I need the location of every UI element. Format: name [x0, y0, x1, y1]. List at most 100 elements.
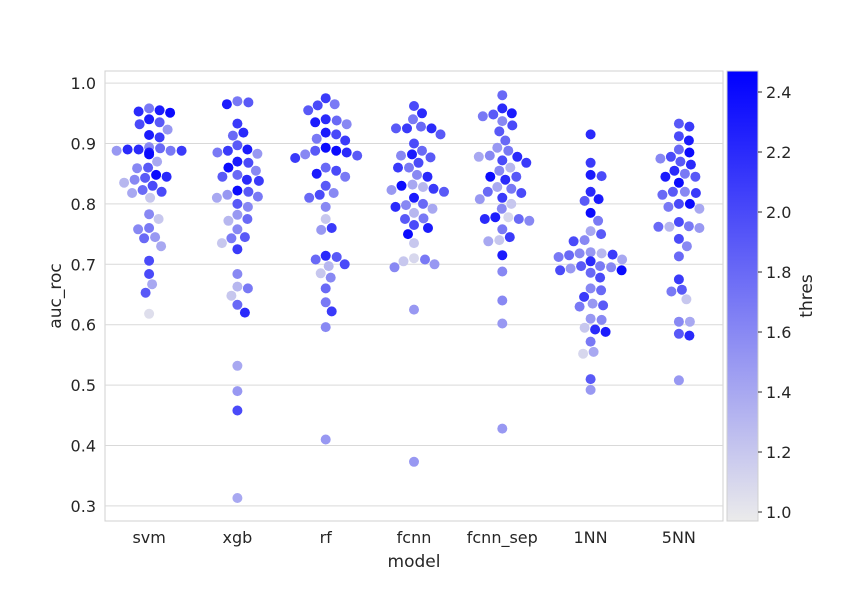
data-point: [497, 224, 508, 235]
data-point: [227, 130, 238, 141]
data-point: [429, 259, 440, 270]
data-point: [606, 262, 617, 273]
data-point: [684, 330, 695, 341]
data-point: [568, 236, 579, 247]
data-point: [694, 203, 705, 214]
data-point: [176, 145, 187, 156]
colorbar-label: thres: [797, 274, 817, 318]
data-point: [483, 236, 494, 247]
data-point: [607, 249, 618, 260]
data-point: [425, 152, 436, 163]
data-point: [497, 155, 508, 166]
data-point: [401, 200, 411, 211]
data-point: [161, 171, 172, 182]
data-point: [482, 186, 493, 197]
data-point: [409, 101, 419, 111]
data-point: [253, 175, 264, 186]
data-point: [147, 279, 158, 290]
data-point: [409, 238, 419, 249]
x-tick-label: 1NN: [574, 528, 608, 547]
data-point: [418, 213, 429, 224]
y-axis-label: auc_roc: [46, 263, 66, 328]
data-point: [320, 322, 331, 333]
data-point: [144, 103, 155, 114]
data-point: [223, 215, 234, 226]
data-point: [242, 144, 253, 155]
data-point: [655, 153, 666, 164]
data-point: [513, 214, 524, 224]
data-point: [418, 198, 428, 209]
data-point: [232, 224, 243, 235]
colorbar-tick-label: 2.2: [766, 143, 791, 162]
data-point: [232, 269, 243, 279]
data-point: [488, 109, 499, 120]
data-point: [673, 131, 684, 142]
data-point: [232, 386, 243, 397]
data-point: [585, 226, 596, 237]
data-point: [239, 307, 250, 318]
data-point: [673, 375, 684, 386]
data-point: [143, 162, 154, 173]
data-point: [585, 169, 596, 180]
data-point: [587, 298, 598, 309]
data-point: [221, 99, 232, 110]
data-point: [133, 224, 144, 235]
data-point: [417, 108, 427, 119]
data-point: [404, 162, 414, 173]
data-point: [585, 157, 596, 168]
data-point: [239, 232, 250, 243]
data-point: [304, 192, 315, 203]
x-tick-label: 5NN: [662, 528, 696, 547]
data-point: [144, 223, 155, 233]
data-point: [312, 100, 323, 111]
data-point: [684, 121, 695, 132]
y-tick-label: 1.0: [71, 74, 96, 93]
data-point: [331, 145, 342, 156]
x-axis-ticks: svm xgb rf fcnn fcnn_sep 1NN 5NN: [132, 528, 695, 548]
data-point: [479, 214, 490, 224]
data-point: [585, 336, 596, 347]
data-point: [679, 186, 690, 197]
data-point: [422, 171, 433, 182]
data-point: [503, 212, 514, 223]
data-point: [590, 324, 601, 335]
data-point: [391, 123, 401, 134]
data-point: [241, 174, 252, 185]
data-point: [232, 360, 243, 371]
data-point: [320, 93, 331, 104]
data-point: [667, 186, 678, 197]
data-point: [412, 169, 422, 180]
data-point: [238, 127, 249, 138]
data-point: [314, 189, 325, 200]
data-point: [690, 188, 701, 198]
data-point: [223, 162, 234, 173]
data-point: [553, 252, 564, 262]
data-point: [145, 192, 156, 203]
data-point: [119, 177, 130, 188]
data-point: [675, 156, 686, 167]
data-point: [497, 103, 508, 114]
data-point: [473, 151, 484, 162]
data-point: [144, 308, 155, 319]
data-point: [516, 188, 527, 198]
data-point: [664, 221, 675, 232]
data-point: [666, 286, 677, 297]
data-point: [494, 235, 505, 246]
data-point: [328, 188, 339, 198]
data-point: [663, 201, 674, 212]
data-point: [673, 316, 684, 327]
data-point: [242, 214, 253, 224]
data-point: [585, 374, 596, 385]
data-point: [616, 265, 627, 276]
data-point: [574, 248, 585, 259]
data-point: [212, 147, 223, 158]
data-point: [320, 214, 331, 224]
data-point: [323, 261, 334, 272]
data-point: [418, 182, 428, 192]
data-point: [329, 99, 340, 110]
data-point: [673, 198, 684, 209]
data-point: [144, 269, 155, 279]
data-point: [140, 287, 151, 298]
data-point: [222, 189, 233, 200]
data-point: [386, 185, 397, 195]
